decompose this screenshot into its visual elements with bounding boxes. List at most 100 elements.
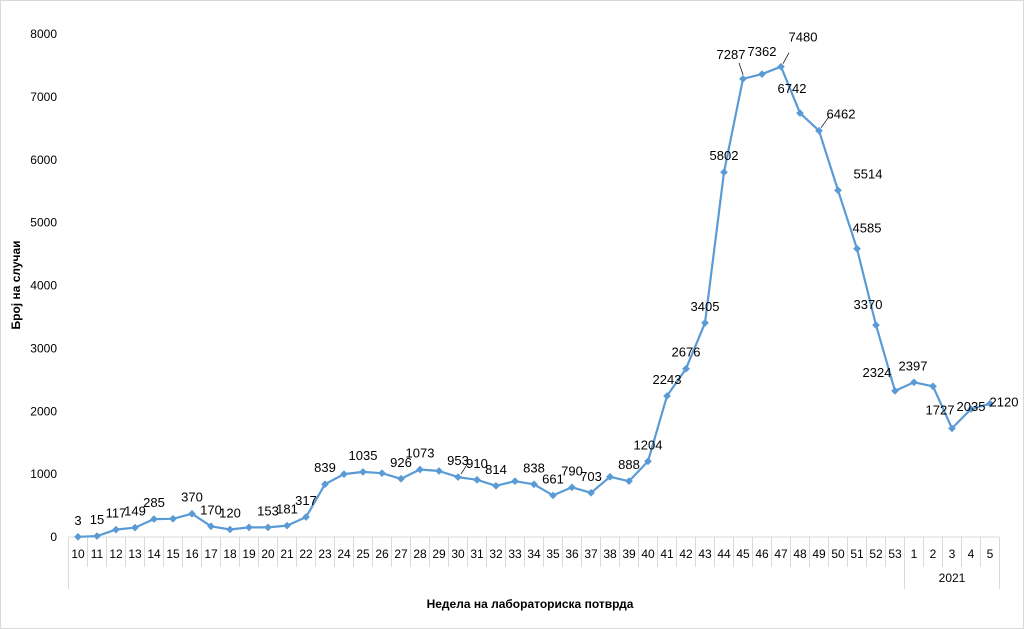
data-point	[302, 513, 310, 522]
data-label: 170	[200, 502, 222, 517]
x-tick-label: 25	[356, 547, 370, 561]
data-label: 790	[561, 463, 583, 478]
y-tick-label: 1000	[30, 467, 57, 481]
x-axis: 10 11 12 13 14 15 16 17 18 19 20 21 22 23 24 25 26 27 28 29…	[68, 536, 1000, 589]
y-tick-label: 8000	[30, 27, 57, 41]
data-point	[473, 475, 481, 484]
data-label: 5802	[710, 148, 739, 163]
x-tick-label: 31	[470, 547, 484, 561]
data-label: 5514	[854, 166, 883, 181]
data-label: 703	[580, 469, 602, 484]
data-label: 181	[276, 502, 298, 517]
x-tick-label: 2	[930, 547, 937, 561]
x-tick-label: 18	[223, 547, 237, 561]
data-point	[815, 126, 823, 135]
data-label: 153	[257, 503, 279, 518]
data-label: 814	[485, 462, 507, 477]
data-label: 7287	[717, 47, 746, 62]
data-label: 910	[466, 456, 488, 471]
x-tick-label: 29	[432, 547, 446, 561]
x-tick-label: 37	[584, 547, 598, 561]
x-tick-label: 40	[641, 547, 655, 561]
x-tick-label: 53	[888, 547, 902, 561]
x-tick-label: 44	[717, 547, 731, 561]
data-label: 888	[618, 457, 640, 472]
x-tick-label: 24	[337, 547, 351, 561]
data-label: 6462	[827, 107, 856, 122]
data-point	[340, 470, 348, 479]
y-tick-label: 0	[50, 530, 57, 544]
data-label: 3405	[691, 299, 720, 314]
data-label: 926	[390, 455, 412, 470]
data-label: 6742	[778, 81, 807, 96]
y-tick-label: 7000	[30, 90, 57, 104]
data-point	[948, 424, 956, 433]
x-tick-label: 3	[949, 547, 956, 561]
data-point	[739, 74, 747, 83]
data-label: 3370	[854, 297, 883, 312]
data-point	[207, 522, 215, 531]
x-tick-label: 38	[603, 547, 617, 561]
y-tick-label: 4000	[30, 279, 57, 293]
x-tick-label: 51	[850, 547, 864, 561]
x-tick-label: 27	[394, 547, 408, 561]
data-point	[226, 525, 234, 534]
y-axis-ticks: 0 1000 2000 3000 4000 5000 6000 7000 8000	[30, 27, 57, 544]
data-point	[245, 523, 253, 532]
x-tick-label: 46	[755, 547, 769, 561]
leader-line	[460, 462, 469, 475]
x-tick-label: 39	[622, 547, 636, 561]
data-point	[682, 364, 690, 373]
data-label: 1035	[349, 448, 378, 463]
data-point	[777, 62, 785, 71]
x-tick-label: 21	[280, 547, 294, 561]
data-point	[872, 321, 880, 330]
data-point	[359, 467, 367, 476]
x-tick-label: 35	[546, 547, 560, 561]
data-point	[321, 480, 329, 489]
x-tick-label: 50	[831, 547, 845, 561]
data-point	[435, 467, 443, 475]
data-label: 2035	[957, 399, 986, 414]
data-point	[150, 515, 158, 524]
x-tick-label: 30	[451, 547, 465, 561]
data-label: 2243	[653, 372, 682, 387]
data-label: 838	[523, 460, 545, 475]
x-tick-label: 33	[508, 547, 522, 561]
x-tick-label: 1	[911, 547, 918, 561]
data-point	[986, 399, 994, 408]
x-tick-label: 15	[166, 547, 180, 561]
data-point	[188, 509, 196, 518]
data-point	[283, 521, 291, 530]
x-tick-label: 32	[489, 547, 503, 561]
data-label: 120	[219, 505, 241, 520]
x-tick-label: 49	[812, 547, 826, 561]
leader-line	[820, 116, 830, 128]
data-label: 2324	[863, 365, 892, 380]
data-point	[663, 392, 671, 400]
data-point	[587, 488, 595, 497]
data-point	[625, 477, 633, 486]
x-tick-label: 10	[71, 547, 85, 561]
x-tick-label: 34	[527, 547, 541, 561]
data-label: 661	[542, 471, 564, 486]
x-tick-label: 13	[128, 547, 142, 561]
x-tick-label: 19	[242, 547, 256, 561]
data-label: 149	[124, 504, 146, 519]
data-point	[131, 523, 139, 532]
x-tick-label: 52	[869, 547, 883, 561]
data-point	[796, 109, 804, 118]
y-tick-label: 2000	[30, 404, 57, 418]
data-label: 4585	[853, 221, 882, 236]
data-point	[492, 481, 500, 490]
data-point	[910, 378, 918, 387]
x-tick-label: 22	[299, 547, 313, 561]
data-point	[720, 168, 728, 177]
data-point	[834, 186, 842, 195]
data-point	[568, 483, 576, 492]
data-point	[511, 477, 519, 486]
y-tick-label: 6000	[30, 153, 57, 167]
